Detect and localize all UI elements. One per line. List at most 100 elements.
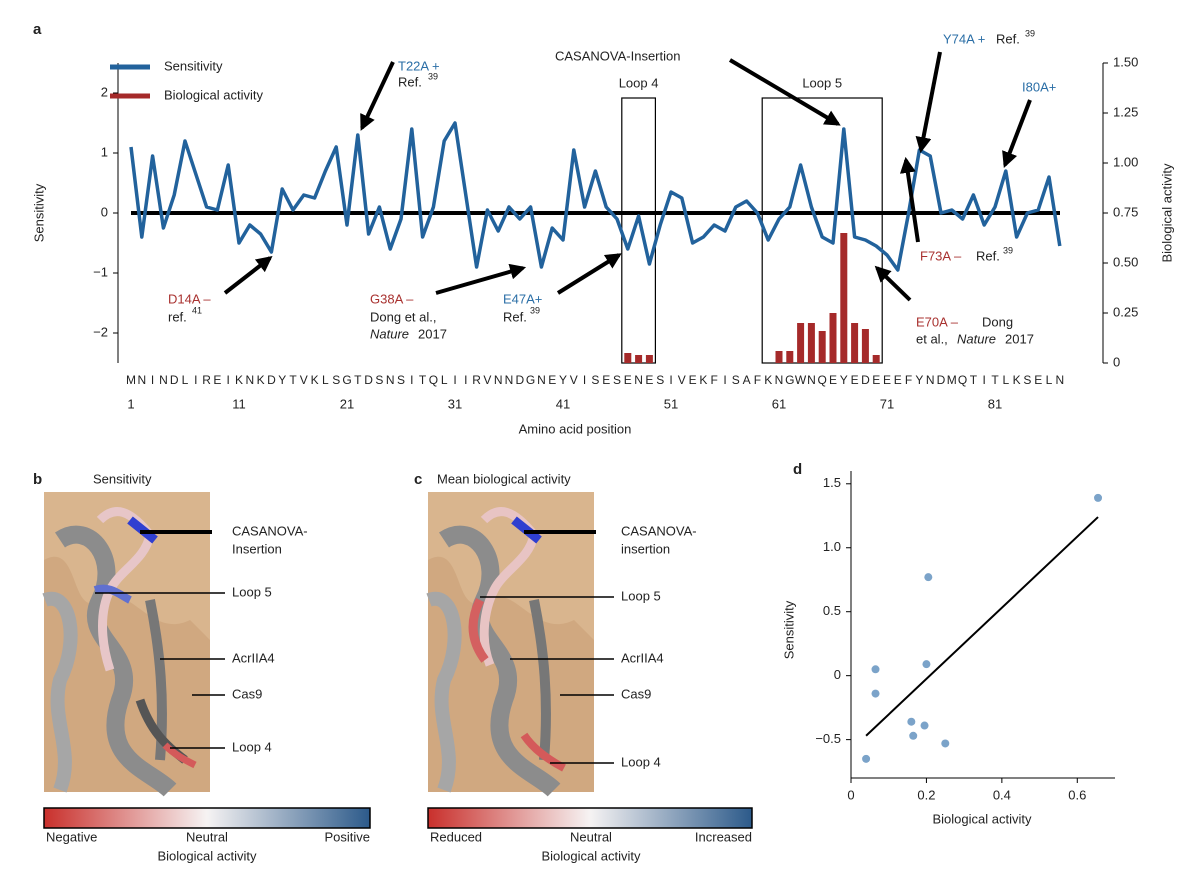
annotation-arrow <box>915 51 942 154</box>
residue-label: D <box>515 373 524 387</box>
residue-label: A <box>743 373 751 387</box>
annotation: 39 <box>1025 28 1035 38</box>
point <box>909 731 918 740</box>
bar <box>624 353 632 363</box>
residue-label: G <box>785 373 794 387</box>
annotation: Nature <box>957 331 996 346</box>
residue-label: G <box>526 373 535 387</box>
residue-label: E <box>829 373 837 387</box>
colorbar-title: Biological activity <box>542 848 641 863</box>
residue-label: L <box>1046 373 1053 387</box>
residue-label: E <box>602 373 610 387</box>
residue-label: L <box>441 373 448 387</box>
residue-label: V <box>570 373 578 387</box>
y-tick-label: −0.5 <box>815 731 841 746</box>
panel-c: c Mean biological activity Reduced Neutr… <box>414 471 752 863</box>
panel-label: a <box>33 21 42 38</box>
region-box <box>761 97 883 364</box>
residue-label: L <box>322 373 329 387</box>
residue-label: K <box>311 373 319 387</box>
residue-label: D <box>861 373 870 387</box>
y2-tick-label: 1.50 <box>1113 54 1138 69</box>
residue-label: E <box>1034 373 1042 387</box>
bar <box>840 233 848 363</box>
sensitivity-line <box>129 121 1062 272</box>
annotation: Dong et al., <box>370 309 437 324</box>
point <box>871 665 880 674</box>
bar <box>851 323 859 363</box>
y-tick-label: 0.5 <box>823 603 841 618</box>
residue-label: Y <box>278 373 286 387</box>
residue-label: K <box>235 373 243 387</box>
residue-label: S <box>732 373 740 387</box>
residue-label: E <box>645 373 653 387</box>
colorbar-title: Biological activity <box>158 848 257 863</box>
y-tick-label: 0 <box>101 204 108 219</box>
residue-label: E <box>883 373 891 387</box>
residue-label: I <box>151 373 154 387</box>
panel-title: Mean biological activity <box>437 471 571 486</box>
annotation: CASANOVA-Insertion <box>555 48 680 63</box>
residue-label: R <box>202 373 211 387</box>
point <box>920 721 929 730</box>
x-tick-label: 0.2 <box>917 787 935 802</box>
annotation: 39 <box>428 71 438 81</box>
bar <box>775 351 783 363</box>
bar <box>872 355 880 363</box>
residue-label: T <box>354 373 362 387</box>
callout-label: CASANOVA- <box>232 523 308 538</box>
residue-label: I <box>723 373 726 387</box>
x-tick-label: 81 <box>988 396 1002 411</box>
y2-tick-label: 1.00 <box>1113 154 1138 169</box>
residue-label: D <box>267 373 276 387</box>
residue-label: N <box>807 373 816 387</box>
residue-label: S <box>613 373 621 387</box>
y2-tick-label: 0.75 <box>1113 204 1138 219</box>
y-axis-label: Sensitivity <box>781 600 796 659</box>
structure-image-c <box>426 492 594 797</box>
panel-title: Sensitivity <box>93 471 152 486</box>
point <box>1094 493 1103 502</box>
annotation: G38A – <box>370 291 414 306</box>
residue-label: V <box>678 373 686 387</box>
point <box>922 660 931 669</box>
panel-label: c <box>414 471 422 488</box>
annotation: Ref. <box>398 74 422 89</box>
annotation: Ref. <box>503 309 527 324</box>
y-axis-label: Sensitivity <box>31 183 46 242</box>
residue-label: T <box>289 373 297 387</box>
residue-label: S <box>332 373 340 387</box>
residue-label: N <box>775 373 784 387</box>
residue-label: L <box>1002 373 1009 387</box>
residue-label: S <box>591 373 599 387</box>
residue-label: N <box>137 373 146 387</box>
residue-label: W <box>795 373 807 387</box>
residue-label: S <box>656 373 664 387</box>
colorbar-low: Negative <box>46 829 97 844</box>
point <box>871 689 880 698</box>
annotation-arrow <box>223 256 273 295</box>
annotation: Ref. <box>996 31 1020 46</box>
residue-label: I <box>410 373 413 387</box>
colorbar <box>427 807 753 829</box>
panel-label: d <box>793 461 802 478</box>
y-tick-label: 0 <box>834 667 841 682</box>
annotation-arrow <box>874 265 912 302</box>
fit-line <box>865 516 1099 737</box>
bar <box>645 355 653 363</box>
annotation: D14A – <box>168 291 211 306</box>
x-tick-label: 0.4 <box>993 787 1011 802</box>
residue-label: I <box>194 373 197 387</box>
residue-label: D <box>364 373 373 387</box>
residue-label: Y <box>840 373 848 387</box>
residue-label: T <box>970 373 978 387</box>
colorbar-mid: Neutral <box>570 829 612 844</box>
panel-label: b <box>33 471 42 488</box>
annotation: 41 <box>192 305 202 315</box>
panel-b: b Sensitivity Negative Neutral Positive … <box>33 471 370 863</box>
y2-tick-label: 0.50 <box>1113 254 1138 269</box>
callout-label: Cas9 <box>232 686 262 701</box>
annotation-arrow <box>435 263 527 295</box>
annotation: Nature <box>370 326 409 341</box>
